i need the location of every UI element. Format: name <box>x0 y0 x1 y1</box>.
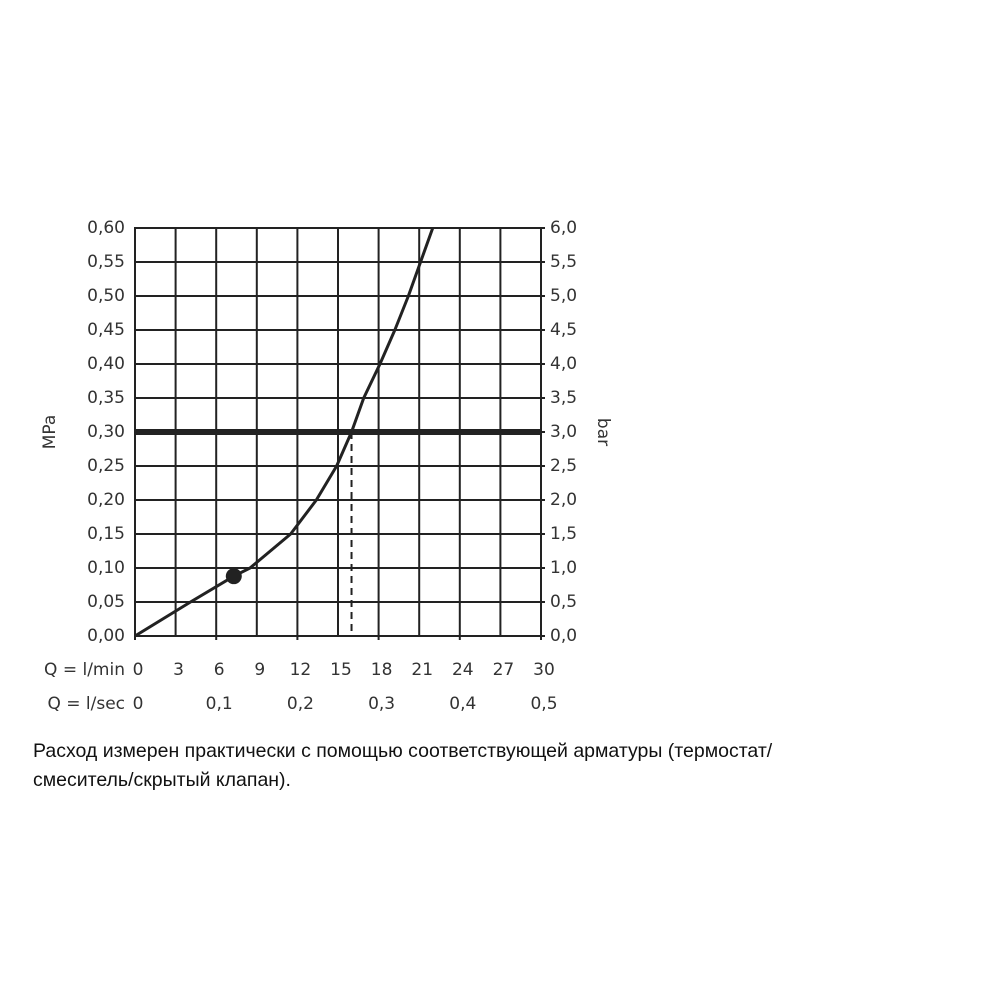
x2-tick-label: 0,3 <box>368 694 395 714</box>
y-tick-label: 0,25 <box>87 456 125 476</box>
y2-tick-label: 0,5 <box>550 592 577 612</box>
y-tick-label: 0,30 <box>87 422 125 442</box>
y2-tick-label: 4,5 <box>550 320 577 340</box>
y2-tick-label: 2,0 <box>550 490 577 510</box>
y-tick-label: 0,40 <box>87 354 125 374</box>
y2-tick-label: 5,0 <box>550 286 577 306</box>
x-tick-label: 6 <box>214 660 225 680</box>
x-tick-label: 21 <box>411 660 433 680</box>
x2-tick-label: 0,5 <box>530 694 557 714</box>
y-tick-label: 0,10 <box>87 558 125 578</box>
x-tick-label: 3 <box>173 660 184 680</box>
x-tick-label: 30 <box>533 660 555 680</box>
y2-tick-label: 4,0 <box>550 354 577 374</box>
y-tick-label: 0,35 <box>87 388 125 408</box>
x-tick-label: 0 <box>133 660 144 680</box>
x-axis-label: Q = l/min <box>44 660 125 680</box>
x-tick-label: 9 <box>254 660 265 680</box>
x-tick-label: 15 <box>330 660 352 680</box>
y2-tick-label: 1,0 <box>550 558 577 578</box>
y2-tick-label: 1,5 <box>550 524 577 544</box>
y2-tick-label: 3,0 <box>550 422 577 442</box>
y2-tick-label: 2,5 <box>550 456 577 476</box>
x-tick-label: 18 <box>371 660 393 680</box>
y-tick-label: 0,05 <box>87 592 125 612</box>
y-tick-label: 0,00 <box>87 626 125 646</box>
y-tick-label: 0,60 <box>87 218 125 238</box>
y2-tick-label: 0,0 <box>550 626 577 646</box>
x2-tick-label: 0 <box>133 694 144 714</box>
caption: Расход измерен практически с помощью соо… <box>33 740 773 762</box>
x2-tick-label: 0,4 <box>449 694 476 714</box>
y2-tick-label: 3,5 <box>550 388 577 408</box>
x-tick-label: 27 <box>493 660 515 680</box>
y-tick-label: 0,45 <box>87 320 125 340</box>
y-tick-label: 0,55 <box>87 252 125 272</box>
caption: смеситель/скрытый клапан). <box>33 769 291 791</box>
y-tick-label: 0,15 <box>87 524 125 544</box>
x-tick-label: 24 <box>452 660 474 680</box>
x-tick-label: 12 <box>290 660 312 680</box>
y-axis-label: MPa <box>40 415 60 450</box>
x2-tick-label: 0,1 <box>206 694 233 714</box>
x2-tick-label: 0,2 <box>287 694 314 714</box>
y2-axis-label: bar <box>593 418 613 446</box>
marker-point <box>225 568 242 585</box>
plot-frame <box>134 227 542 637</box>
y-tick-label: 0,20 <box>87 490 125 510</box>
y2-tick-label: 6,0 <box>550 218 577 238</box>
y2-tick-label: 5,5 <box>550 252 577 272</box>
x2-axis-label: Q = l/sec <box>47 694 125 714</box>
y-tick-label: 0,50 <box>87 286 125 306</box>
